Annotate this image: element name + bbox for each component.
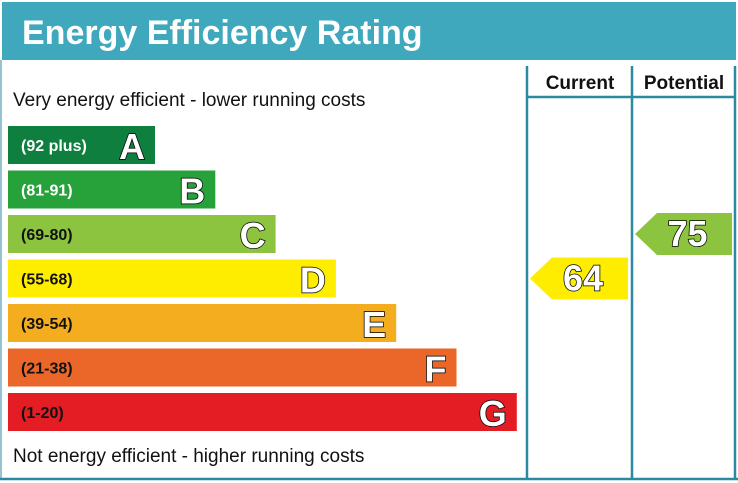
band-range-label: (39-54) <box>21 316 73 333</box>
current-rating-arrow <box>530 257 628 300</box>
band-bar-d <box>8 259 336 298</box>
band-letter: F <box>425 349 447 390</box>
band-range-label: (1-20) <box>21 405 64 422</box>
potential-rating-value: 75 <box>667 213 707 254</box>
band-letter: D <box>300 260 326 301</box>
band-bar-g <box>8 393 517 431</box>
band-letter: B <box>179 171 205 212</box>
band-letter: A <box>119 126 145 167</box>
current-column-header: Current <box>546 73 615 94</box>
band-letter: C <box>240 215 266 256</box>
table-frame <box>0 60 738 481</box>
rating-arrows: 64 75 <box>530 212 732 300</box>
band-range-label: (81-91) <box>21 183 73 200</box>
band-letter: E <box>362 304 386 345</box>
band-letter: G <box>479 393 507 434</box>
band-bar-f <box>8 348 457 387</box>
potential-rating-arrow <box>635 213 732 255</box>
top-note: Very energy efficient - lower running co… <box>13 90 365 111</box>
band-range-label: (21-38) <box>21 361 73 378</box>
band-range-label: (55-68) <box>21 272 73 289</box>
band-range-label: (92 plus) <box>21 138 87 155</box>
current-rating-value: 64 <box>563 258 603 299</box>
band-bar-a <box>8 126 155 164</box>
potential-column-header: Potential <box>644 73 724 94</box>
band-bar-b <box>8 170 216 209</box>
band-range-label: (69-80) <box>21 227 73 244</box>
bands: (92 plus) A (81-91) B (69-80) C (55-68) D (39-54… <box>8 125 517 435</box>
band-bar-e <box>8 304 397 342</box>
chart-title: Energy Efficiency Rating <box>22 14 423 52</box>
bottom-note: Not energy efficient - higher running co… <box>13 446 364 467</box>
title-bar <box>2 2 736 60</box>
band-bar-c <box>8 215 276 253</box>
